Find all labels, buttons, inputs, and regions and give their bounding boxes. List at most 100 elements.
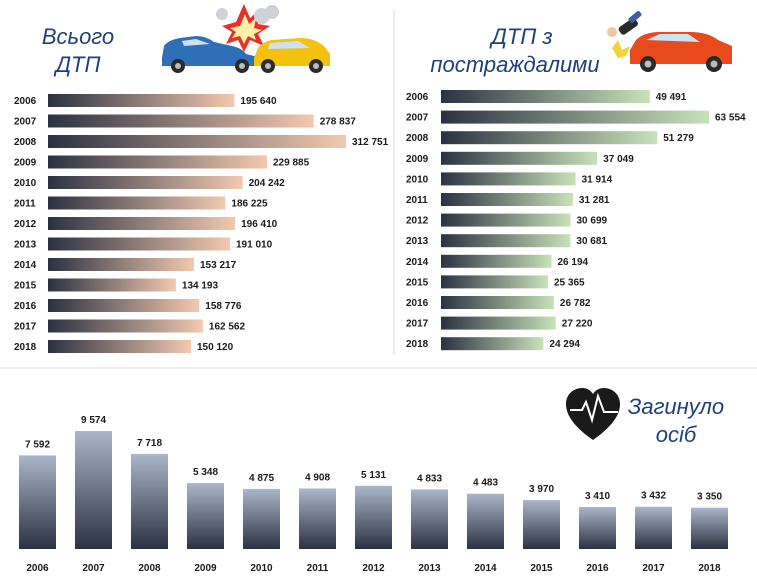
total-value-label: 186 225 xyxy=(231,199,268,210)
total-year-label: 2015 xyxy=(14,281,37,292)
deaths-value-label: 4 875 xyxy=(249,473,274,484)
deaths-bar xyxy=(243,488,280,549)
deaths-value-label: 4 483 xyxy=(473,478,498,489)
total-accidents-chart: 2006 195 640 2007 278 837 2008 312 751 2009 229… xyxy=(14,94,389,353)
injury-title-line1: ДТП з xyxy=(488,24,552,49)
deaths-year-label: 2013 xyxy=(418,563,441,574)
total-bar xyxy=(48,135,346,148)
deaths-bar xyxy=(579,507,616,549)
deaths-year-label: 2012 xyxy=(362,563,385,574)
total-value-label: 278 837 xyxy=(320,117,357,128)
total-year-label: 2007 xyxy=(14,117,37,128)
deaths-title: Загинуло осіб xyxy=(628,394,724,447)
total-bar xyxy=(48,319,203,333)
car-pedestrian-icon xyxy=(607,11,732,72)
deaths-value-label: 7 592 xyxy=(25,439,50,450)
deaths-year-label: 2016 xyxy=(586,563,609,574)
total-year-label: 2009 xyxy=(14,158,37,169)
deaths-value-label: 4 833 xyxy=(417,473,442,484)
injury-value-label: 30 681 xyxy=(576,236,607,247)
injury-year-label: 2012 xyxy=(406,216,429,227)
total-value-label: 204 242 xyxy=(249,178,286,189)
injury-bar xyxy=(441,213,571,227)
injury-value-label: 24 294 xyxy=(549,339,580,350)
deaths-chart: 7 592 2006 9 574 2007 7 718 2008 5 348 2009 4 87… xyxy=(19,415,728,574)
injury-accidents-chart: 2006 49 491 2007 63 554 2008 51 279 2009 37 049… xyxy=(406,90,746,351)
total-value-label: 229 885 xyxy=(273,158,310,169)
injury-value-label: 63 554 xyxy=(715,113,746,124)
injury-title-line2: постраждалими xyxy=(430,52,599,77)
deaths-value-label: 5 131 xyxy=(361,470,386,481)
total-value-label: 191 010 xyxy=(236,240,273,251)
injury-bar xyxy=(441,316,556,330)
injury-bar xyxy=(441,234,571,248)
total-year-label: 2018 xyxy=(14,342,37,353)
injury-bar xyxy=(441,254,552,268)
injury-year-label: 2015 xyxy=(406,277,429,288)
injury-value-label: 49 491 xyxy=(656,92,687,103)
total-bar xyxy=(48,155,267,169)
injury-year-label: 2016 xyxy=(406,298,429,309)
deaths-title-line1: Загинуло xyxy=(628,394,724,419)
total-value-label: 312 751 xyxy=(352,137,389,148)
total-bar xyxy=(48,258,194,271)
car-crash-icon xyxy=(162,4,330,73)
deaths-value-label: 3 350 xyxy=(697,492,722,503)
total-year-label: 2012 xyxy=(14,219,37,230)
injury-year-label: 2008 xyxy=(406,133,429,144)
total-year-label: 2013 xyxy=(14,240,37,251)
injury-value-label: 30 699 xyxy=(577,216,608,227)
total-year-label: 2017 xyxy=(14,322,37,333)
deaths-year-label: 2017 xyxy=(642,563,665,574)
injury-year-label: 2014 xyxy=(406,257,429,268)
deaths-year-label: 2014 xyxy=(474,563,497,574)
injury-bar xyxy=(441,296,554,309)
injury-value-label: 25 365 xyxy=(554,277,585,288)
total-bar xyxy=(48,299,200,312)
injury-value-label: 51 279 xyxy=(663,133,694,144)
injury-bar xyxy=(441,275,548,289)
deaths-value-label: 5 348 xyxy=(193,467,218,478)
injury-year-label: 2007 xyxy=(406,113,429,124)
heart-pulse-icon xyxy=(566,388,620,440)
deaths-bar xyxy=(299,488,336,549)
deaths-value-label: 3 970 xyxy=(529,484,554,495)
deaths-value-label: 3 432 xyxy=(641,491,666,502)
total-value-label: 134 193 xyxy=(182,281,219,292)
injury-value-label: 26 194 xyxy=(558,257,589,268)
total-bar xyxy=(48,196,226,210)
total-bar xyxy=(48,340,191,353)
deaths-value-label: 4 908 xyxy=(305,473,330,484)
total-title-line1: Всього xyxy=(42,24,114,49)
injury-value-label: 26 782 xyxy=(560,298,591,309)
injury-year-label: 2018 xyxy=(406,339,429,350)
total-year-label: 2006 xyxy=(14,96,37,107)
injury-year-label: 2011 xyxy=(406,195,428,206)
total-bar xyxy=(48,94,235,107)
injury-value-label: 37 049 xyxy=(603,154,634,165)
deaths-year-label: 2008 xyxy=(138,563,161,574)
total-title-line2: ДТП xyxy=(53,52,101,77)
injury-bar xyxy=(441,90,650,103)
deaths-year-label: 2015 xyxy=(530,563,553,574)
deaths-year-label: 2009 xyxy=(194,563,217,574)
injury-value-label: 31 281 xyxy=(579,195,610,206)
total-value-label: 158 776 xyxy=(205,301,242,312)
injury-year-label: 2017 xyxy=(406,319,429,330)
deaths-bar xyxy=(187,483,224,549)
total-year-label: 2008 xyxy=(14,137,37,148)
total-bar xyxy=(48,114,314,128)
deaths-bar xyxy=(131,453,168,549)
deaths-year-label: 2018 xyxy=(698,563,721,574)
total-bar xyxy=(48,237,230,251)
total-year-label: 2014 xyxy=(14,260,37,271)
total-value-label: 196 410 xyxy=(241,219,278,230)
deaths-value-label: 9 574 xyxy=(81,415,106,426)
deaths-year-label: 2011 xyxy=(307,563,329,574)
deaths-value-label: 7 718 xyxy=(137,438,162,449)
total-year-label: 2010 xyxy=(14,178,37,189)
total-value-label: 150 120 xyxy=(197,342,234,353)
deaths-bar xyxy=(411,489,448,549)
total-accidents-title: Всього ДТП xyxy=(42,24,114,77)
